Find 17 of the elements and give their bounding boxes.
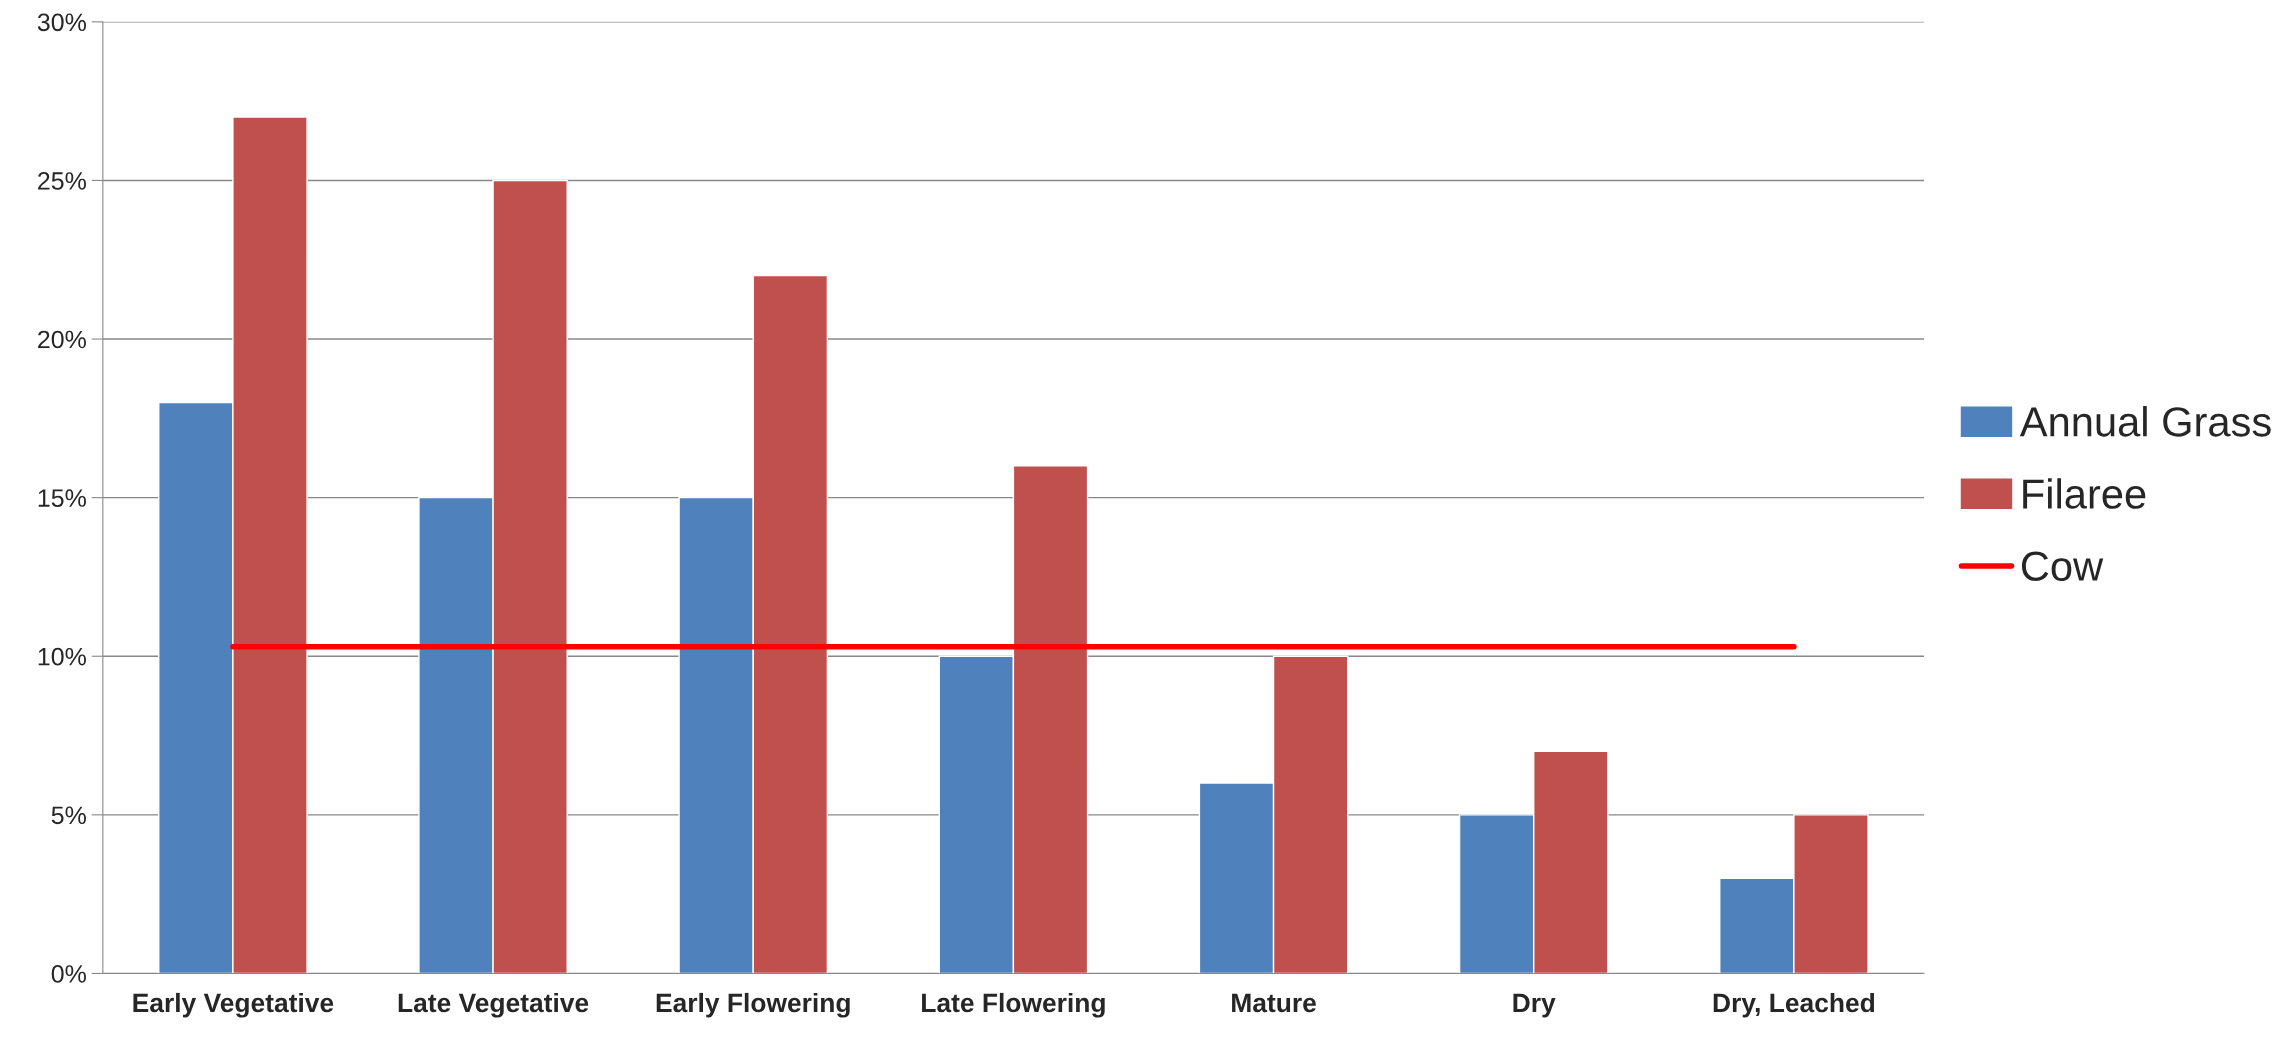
legend-label: Filaree bbox=[2023, 478, 2146, 509]
legend-label: Cow bbox=[2021, 551, 2104, 581]
y-tick-label: 10% bbox=[38, 647, 86, 666]
legend-label: Annual Grass bbox=[2019, 406, 2271, 437]
y-tick-label: 15% bbox=[38, 489, 86, 507]
y-tick-label: 30% bbox=[37, 13, 86, 32]
y-tick-label: 20% bbox=[38, 330, 86, 349]
x-tick-label: Late Vegetative bbox=[398, 992, 589, 1018]
y-tick-label: 0% bbox=[51, 965, 86, 983]
x-tick-label: Early Flowering bbox=[656, 992, 850, 1018]
y-tick-label: 5% bbox=[51, 806, 86, 825]
y-tick-label: 25% bbox=[38, 172, 86, 190]
x-tick-label: Dry, Leached bbox=[1713, 992, 1875, 1018]
x-tick-label: Dry bbox=[1513, 993, 1556, 1018]
x-tick-label: Late Flowering bbox=[922, 992, 1105, 1018]
x-tick-label: Early Vegetative bbox=[133, 992, 334, 1018]
x-tick-label: Mature bbox=[1232, 993, 1316, 1013]
